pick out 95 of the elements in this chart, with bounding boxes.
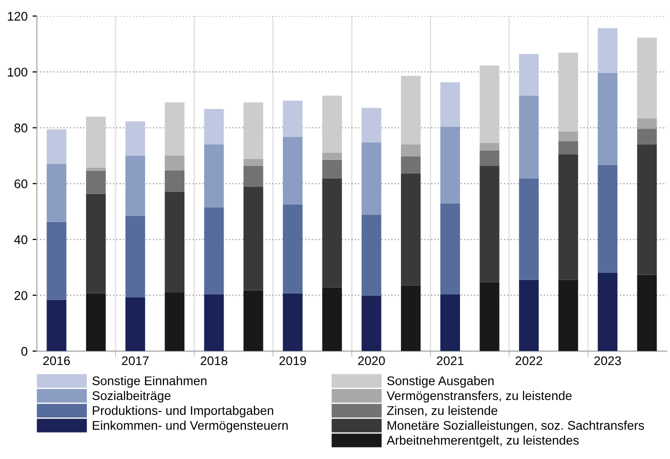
bar: [440, 203, 460, 294]
bar: [164, 102, 184, 156]
bar: [480, 150, 500, 166]
legend-label: Sonstige Ausgaben: [387, 376, 494, 388]
bar: [400, 285, 421, 352]
bar: [322, 160, 342, 178]
bar: [637, 144, 657, 275]
bar: [204, 294, 224, 352]
bar: [558, 141, 578, 155]
legend-label: Monetäre Sozialleistungen, soz. Sachtransfers: [388, 420, 644, 432]
x-tick-label: 2016: [43, 356, 70, 366]
bar: [244, 102, 264, 159]
y-tick-label: 100: [8, 68, 28, 77]
bar: [362, 214, 382, 296]
bar: [46, 164, 66, 222]
y-tick-label: 80: [14, 124, 28, 132]
bar: [322, 96, 342, 153]
bar: [637, 128, 657, 144]
bar: [244, 166, 264, 187]
legend-label: Vermögenstransfers, zu leistende: [386, 390, 572, 403]
bar: [362, 296, 382, 352]
legend-label: Zinsen, zu leistende: [387, 406, 498, 416]
bar: [244, 290, 264, 352]
bar: [480, 65, 500, 143]
bar: [86, 293, 106, 352]
bar: [400, 144, 421, 157]
bar: [86, 171, 106, 194]
y-tick-label: 120: [8, 12, 28, 21]
legend-label: Einkommen- und Vermögensteuern: [92, 420, 288, 432]
bar: [558, 131, 578, 142]
bar: [282, 136, 303, 204]
bar: [558, 52, 578, 132]
bar: [244, 158, 264, 166]
bar: [362, 142, 382, 215]
bar: [637, 274, 657, 352]
bar: [244, 186, 264, 290]
bar: [46, 222, 66, 300]
x-tick-label: 2018: [200, 356, 228, 366]
bar: [46, 300, 66, 352]
bar: [598, 164, 618, 273]
bar: [519, 280, 539, 352]
bar: [558, 280, 578, 352]
bar: [480, 166, 500, 282]
bar: [480, 142, 500, 150]
bar: [204, 207, 224, 294]
bar: [322, 287, 342, 352]
bar: [204, 144, 224, 208]
y-tick-label: 40: [14, 235, 28, 244]
bar: [125, 298, 146, 352]
y-tick-label: 0: [21, 346, 28, 356]
bar: [519, 178, 539, 280]
x-tick-label: 2019: [279, 356, 306, 366]
x-tick-label: 2017: [122, 356, 149, 366]
y-tick-label: 60: [14, 179, 28, 188]
bar: [282, 100, 303, 137]
x-tick-label: 2023: [594, 356, 621, 366]
bar: [598, 72, 618, 165]
bar: [519, 54, 539, 96]
bar: [125, 216, 146, 298]
y-tick-label: 20: [14, 291, 28, 300]
bar: [164, 192, 184, 292]
bar: [322, 152, 342, 160]
bar: [440, 294, 460, 352]
bar: [400, 76, 421, 144]
legend-label: Sozialbeiträge: [92, 390, 171, 403]
legend-label: Sonstige Einnahmen: [92, 376, 206, 388]
bar: [480, 282, 500, 352]
bar: [164, 155, 184, 170]
bar: [519, 96, 539, 178]
bar: [204, 109, 224, 144]
legend-label: Arbeitnehmerentgelt, zu leistendes: [386, 436, 579, 448]
bar: [282, 204, 303, 294]
bar: [637, 38, 657, 119]
legend-label: Produktions- und Importabgaben: [92, 406, 274, 418]
x-tick-label: 2022: [516, 356, 542, 366]
bar: [125, 156, 146, 216]
bar: [86, 194, 106, 294]
x-tick-label: 2021: [436, 356, 464, 366]
bar: [598, 28, 618, 73]
bar: [164, 292, 184, 352]
bar: [282, 293, 303, 352]
bar: [400, 173, 421, 286]
bar: [440, 126, 460, 204]
bar: [86, 168, 106, 172]
bar: [86, 116, 106, 168]
bar: [164, 170, 184, 192]
bar: [125, 121, 146, 156]
bar: [362, 108, 382, 142]
bar: [598, 272, 618, 352]
bar: [46, 129, 66, 164]
bar: [322, 178, 342, 288]
bar: [400, 156, 421, 174]
x-tick-label: 2020: [358, 356, 385, 366]
bar: [440, 82, 460, 127]
bar: [558, 154, 578, 280]
